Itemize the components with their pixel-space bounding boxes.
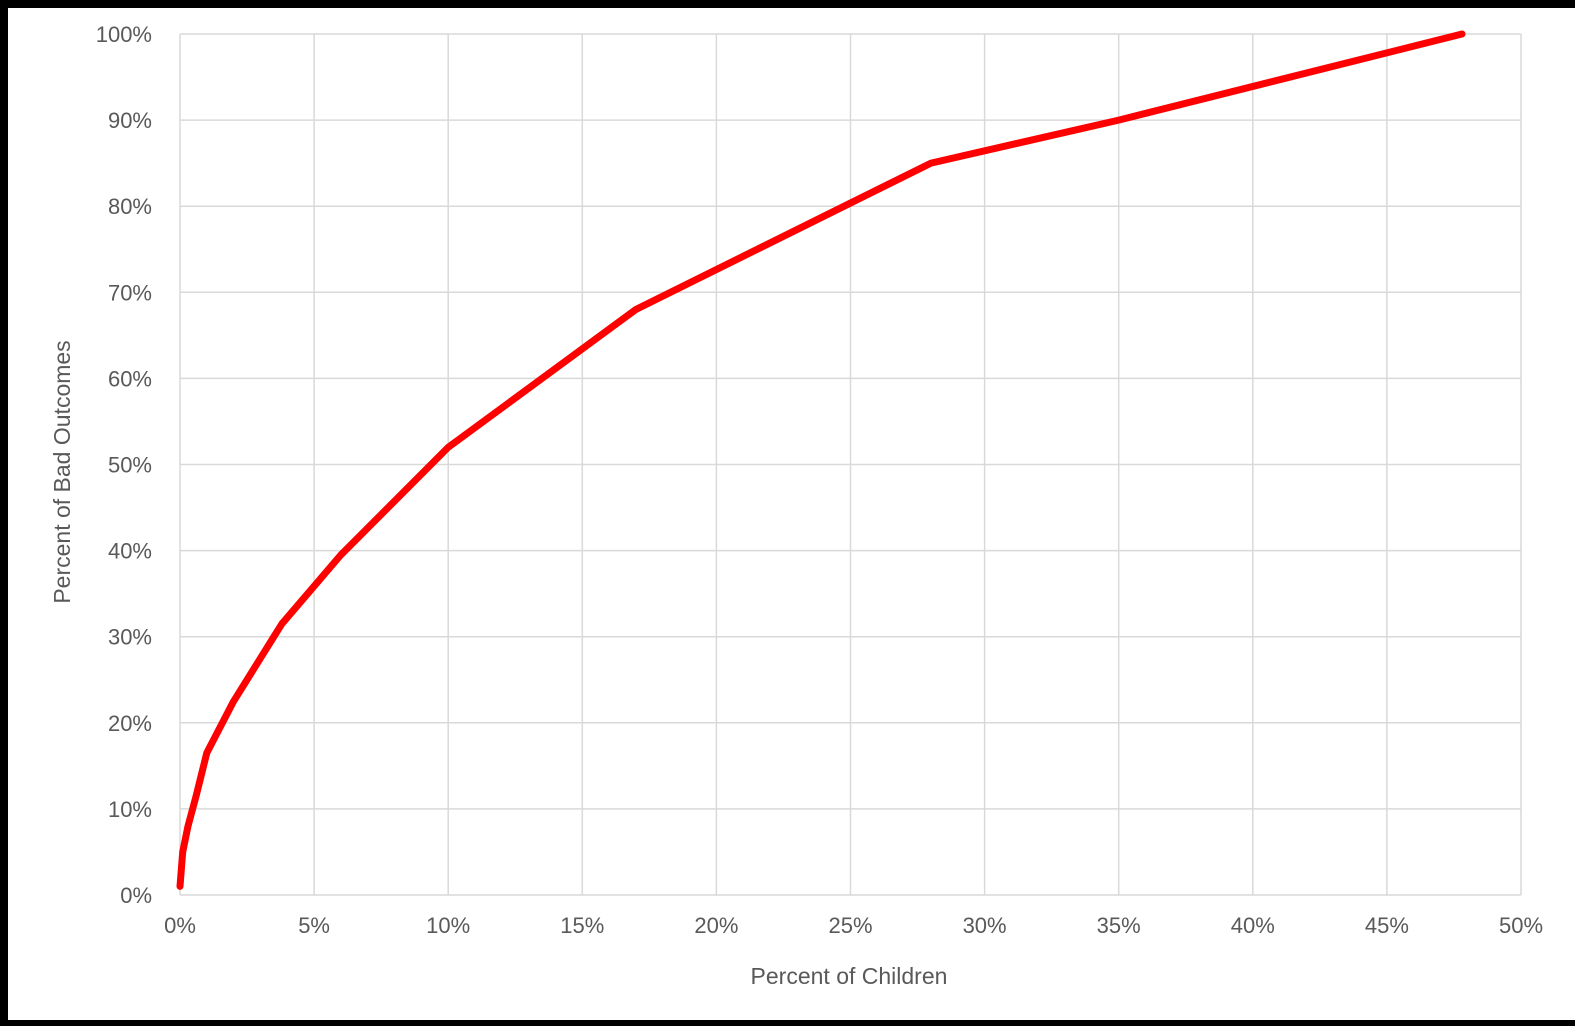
y-tick-label: 40% xyxy=(108,539,152,564)
y-tick-label: 30% xyxy=(108,625,152,650)
series-layer xyxy=(176,30,1466,890)
series-line xyxy=(176,30,1466,890)
y-tick-label: 80% xyxy=(108,194,152,219)
line-chart: 0% 5% 10% 15% 20% 25% 30% 35% 40% 45% 50% 0% 10% 20%… xyxy=(49,22,1543,989)
x-tick-label: 30% xyxy=(963,913,1007,938)
y-tick-label: 20% xyxy=(108,711,152,736)
y-axis-title: Percent of Bad Outcomes xyxy=(49,340,75,603)
x-axis-ticks: 0% 5% 10% 15% 20% 25% 30% 35% 40% 45% 50% xyxy=(164,913,1543,938)
x-tick-label: 20% xyxy=(694,913,738,938)
y-tick-label: 60% xyxy=(108,366,152,391)
x-tick-label: 50% xyxy=(1499,913,1543,938)
x-tick-label: 5% xyxy=(298,913,330,938)
y-tick-label: 70% xyxy=(108,280,152,305)
chart-frame: 0% 5% 10% 15% 20% 25% 30% 35% 40% 45% 50% 0% 10% 20%… xyxy=(8,8,1575,1020)
x-tick-label: 45% xyxy=(1365,913,1409,938)
x-tick-label: 0% xyxy=(164,913,196,938)
y-tick-label: 50% xyxy=(108,453,152,478)
x-tick-label: 40% xyxy=(1231,913,1275,938)
y-tick-label: 0% xyxy=(120,883,152,908)
y-tick-label: 10% xyxy=(108,797,152,822)
y-axis-ticks: 0% 10% 20% 30% 40% 50% 60% 70% 80% 90% 100% xyxy=(96,22,152,908)
x-tick-label: 35% xyxy=(1097,913,1141,938)
y-tick-label: 90% xyxy=(108,108,152,133)
x-tick-label: 15% xyxy=(560,913,604,938)
x-axis-title: Percent of Children xyxy=(751,963,948,989)
y-tick-label: 100% xyxy=(96,22,152,47)
gridlines xyxy=(179,33,1522,896)
x-tick-label: 25% xyxy=(828,913,872,938)
x-tick-label: 10% xyxy=(426,913,470,938)
